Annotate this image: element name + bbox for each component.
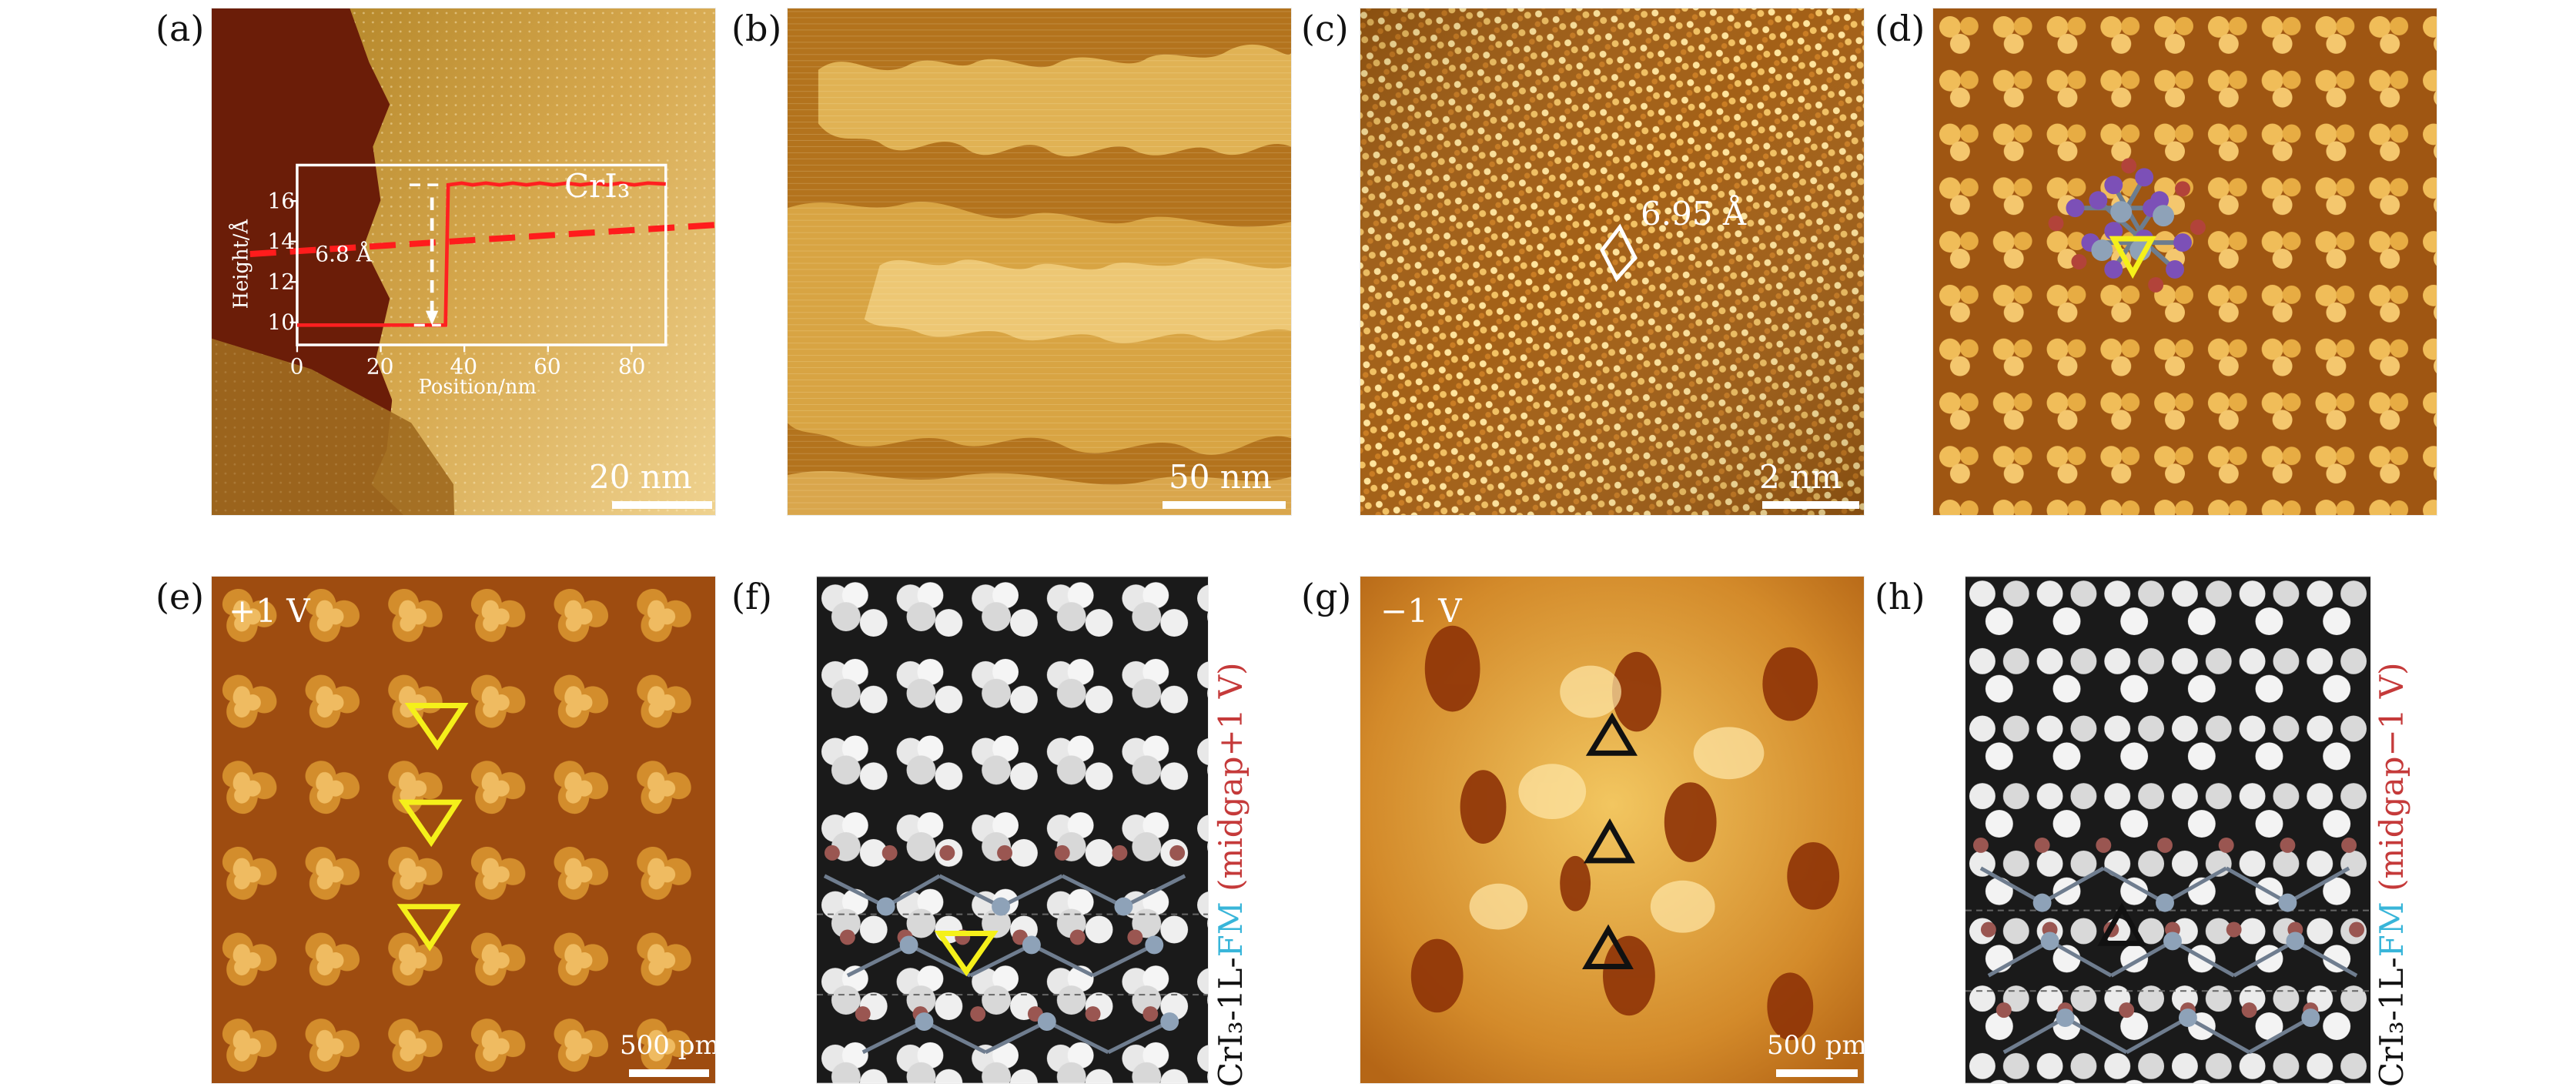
yellow-triangle-3 (396, 904, 461, 952)
inset-xtick-40: 40 (450, 353, 477, 379)
inset-xtick-60: 60 (534, 353, 561, 379)
panel-f (816, 576, 1209, 1084)
panel-c-image (1360, 8, 1864, 515)
panel-e-scalebar (629, 1069, 709, 1077)
panel-g-scalebar (1776, 1069, 1858, 1077)
panel-g: −1 V 500 pm (1360, 576, 1865, 1084)
panel-a-image (212, 8, 715, 515)
inset-xtick-20: 20 (366, 353, 394, 379)
inset-x-axis-label: Position/nm (419, 376, 537, 399)
panel-h-black-triangle (2097, 902, 2147, 946)
panel-e-image (212, 577, 715, 1083)
panel-c: 6.95 Å 2 nm (1360, 8, 1865, 516)
panel-h (1965, 576, 2371, 1084)
inset-y-axis-label: Height/Å (229, 219, 253, 309)
panel-label-e: (e) (156, 576, 205, 617)
panel-f-side-fm: FM (1212, 901, 1250, 958)
panel-label-c: (c) (1301, 8, 1349, 49)
panel-e-scale-label: 500 pm (620, 1030, 716, 1061)
panel-d-image (1933, 8, 2437, 515)
yellow-triangle-2 (398, 799, 463, 848)
panel-a-material-label: CrI₃ (564, 167, 631, 205)
yellow-triangle-1 (404, 703, 469, 751)
panel-label-f: (f) (731, 576, 772, 617)
panel-a-scalebar (612, 501, 712, 509)
panel-e-bias-label: +1 V (229, 592, 310, 630)
panel-h-image (1965, 577, 2370, 1083)
panel-c-scalebar (1762, 501, 1859, 509)
panel-b: 50 nm (787, 8, 1292, 516)
panel-f-side-label: CrI₃-1L-FM (midgap+1 V) (1212, 662, 1250, 1087)
inset-xtick-0: 0 (290, 353, 304, 379)
panel-label-h: (h) (1875, 576, 1925, 617)
panel-e: +1 V 500 pm (211, 576, 716, 1084)
panel-label-g: (g) (1301, 576, 1352, 617)
panel-b-scalebar (1163, 501, 1286, 509)
panel-g-bias-label: −1 V (1380, 592, 1462, 630)
panel-f-side-suffix: (midgap+1 V) (1212, 662, 1250, 891)
panel-f-yellow-triangle (934, 930, 999, 977)
inset-xtick-80: 80 (618, 353, 646, 379)
panel-a: 6.8 Å 16 14 12 10 0 20 40 60 80 Height/Å… (211, 8, 716, 516)
panel-f-image (817, 577, 1208, 1083)
panel-label-d: (d) (1875, 8, 1925, 49)
panel-g-image (1360, 577, 1864, 1083)
panel-a-scale-label: 20 nm (589, 458, 692, 496)
inset-ytick-12: 12 (267, 269, 295, 295)
height-profile-inset: 6.8 Å 16 14 12 10 0 20 40 60 80 Height/Å… (229, 163, 667, 399)
panel-label-a: (a) (156, 8, 205, 49)
panel-d (1932, 8, 2437, 516)
panel-c-lattice-label: 6.95 Å (1641, 195, 1747, 232)
molecular-overlay (2048, 158, 2206, 293)
panel-label-b: (b) (731, 8, 782, 49)
panel-h-side-prefix: CrI₃-1L- (2373, 957, 2410, 1087)
panel-h-side-suffix: (midgap−1 V) (2373, 662, 2410, 891)
panel-c-scale-label: 2 nm (1759, 458, 1842, 496)
inset-ytick-10: 10 (267, 309, 295, 335)
panel-f-side-prefix: CrI₃-1L- (1212, 957, 1250, 1087)
panel-b-image (788, 8, 1291, 515)
panel-g-scale-label: 500 pm (1767, 1030, 1865, 1061)
inset-ytick-14: 14 (267, 229, 295, 254)
inset-ytick-16: 16 (267, 189, 295, 214)
panel-h-side-fm: FM (2373, 901, 2410, 958)
inset-step-label: 6.8 Å (315, 241, 372, 266)
panel-b-scale-label: 50 nm (1169, 458, 1272, 496)
panel-h-side-label: CrI₃-1L-FM (midgap−1 V) (2373, 662, 2410, 1087)
